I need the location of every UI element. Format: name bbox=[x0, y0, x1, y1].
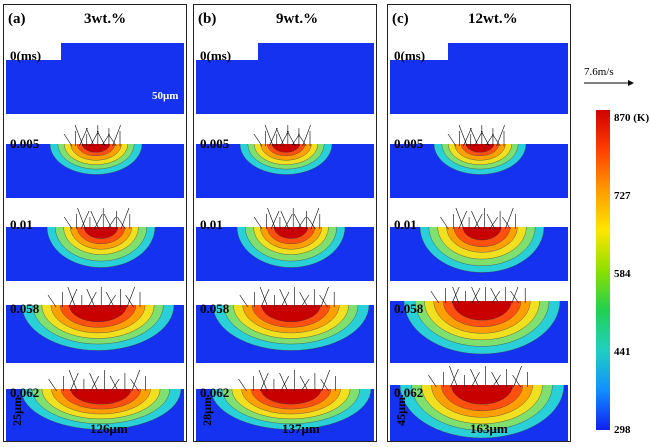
velocity-label: 7.6m/s bbox=[584, 66, 614, 78]
time-label: 0.005 bbox=[394, 136, 424, 151]
time-label: 0(ms) bbox=[10, 48, 42, 63]
frame-t0: 0(ms) 50μm bbox=[6, 38, 184, 114]
panel-a: (a) 3wt.% 0(ms) 50μm 0.005 0.01 0.058 0.… bbox=[3, 4, 187, 442]
depth-label: 25μm bbox=[10, 397, 24, 426]
time-label: 0.005 bbox=[200, 136, 230, 151]
depth-label: 28μm bbox=[200, 397, 214, 426]
frame-t4: 0.062 bbox=[196, 365, 374, 441]
time-label: 0.058 bbox=[200, 301, 230, 316]
frame-t1: 0.005 bbox=[6, 122, 184, 198]
colorbar-tick: 584 bbox=[614, 268, 631, 280]
width-label: 163μm bbox=[470, 421, 508, 436]
colorbar-tick: 441 bbox=[614, 346, 631, 358]
panel-label: (b) bbox=[198, 11, 217, 27]
velocity-legend: 7.6m/s bbox=[584, 66, 634, 88]
panel-b: (b) 9wt.% 0(ms) 0.005 0.01 0.058 0.062 2… bbox=[193, 4, 377, 442]
panel-title: (a) 3wt.% bbox=[4, 5, 186, 35]
panel-concentration: 9wt.% bbox=[276, 11, 319, 27]
depth-label: 45μm bbox=[394, 397, 408, 426]
colorbar-tick: 727 bbox=[614, 190, 631, 202]
frame-t2: 0.01 bbox=[6, 205, 184, 281]
panel-concentration: 12wt.% bbox=[468, 11, 518, 27]
frame-t3: 0.058 bbox=[196, 287, 374, 363]
panel-concentration: 3wt.% bbox=[84, 11, 127, 27]
time-label: 0.01 bbox=[394, 217, 417, 232]
time-label: 0(ms) bbox=[394, 48, 426, 63]
panel-title: (c) 12wt.% bbox=[388, 5, 570, 35]
time-label: 0.058 bbox=[10, 301, 40, 316]
frame-t1: 0.005 bbox=[390, 122, 568, 198]
time-label: 0(ms) bbox=[200, 48, 232, 63]
frame-t4: 0.062 bbox=[6, 365, 184, 441]
frame-t4: 0.062 bbox=[390, 365, 568, 441]
time-label: 0.005 bbox=[10, 136, 40, 151]
panel-label: (a) bbox=[8, 11, 26, 27]
frame-t0: 0(ms) bbox=[196, 38, 374, 114]
frame-t3: 0.058 bbox=[6, 287, 184, 363]
time-label: 0.058 bbox=[394, 301, 424, 316]
width-label: 126μm bbox=[90, 421, 128, 436]
frame-t3: 0.058 bbox=[390, 287, 568, 363]
time-label: 0.062 bbox=[394, 385, 424, 400]
frame-t1: 0.005 bbox=[196, 122, 374, 198]
colorbar-tick: 870 (K) bbox=[614, 112, 650, 124]
frame-t0: 0(ms) bbox=[390, 38, 568, 114]
colorbar-tick: 298 bbox=[614, 424, 631, 436]
frame-t2: 0.01 bbox=[196, 205, 374, 281]
panel-label: (c) bbox=[392, 11, 409, 27]
time-label: 0.01 bbox=[200, 217, 223, 232]
time-label: 0.062 bbox=[10, 385, 40, 400]
panel-title: (b) 9wt.% bbox=[194, 5, 376, 35]
arrow-right-icon bbox=[584, 80, 634, 86]
panel-c: (c) 12wt.% 0(ms) 0.005 0.01 0.058 0.062 … bbox=[387, 4, 571, 442]
scale-bar-label: 50μm bbox=[152, 90, 179, 102]
temperature-colorbar bbox=[596, 110, 610, 430]
time-label: 0.062 bbox=[200, 385, 230, 400]
time-label: 0.01 bbox=[10, 217, 33, 232]
width-label: 137μm bbox=[282, 421, 320, 436]
frame-t2: 0.01 bbox=[390, 205, 568, 281]
